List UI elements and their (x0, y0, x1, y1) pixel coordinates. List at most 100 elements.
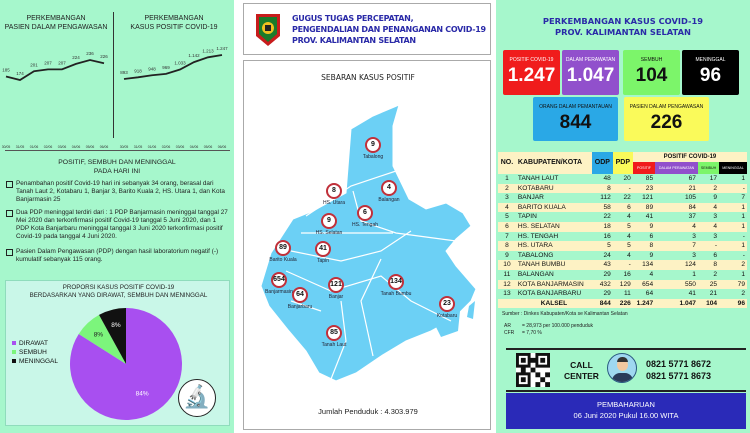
stat-card-orang-dalam-pemantauan: ORANG DALAM PEMANTAUAN 844 (533, 97, 618, 141)
total-positif: 1.247 (636, 299, 654, 307)
cell-positif: 89 (645, 203, 654, 211)
map-pin-barito-kuala[interactable]: 89 (275, 240, 291, 256)
cell-pdp: - (628, 261, 631, 269)
stat-card-sembuh: SEMBUH 104 (623, 50, 680, 95)
map-pin-hs-selatan[interactable]: 9 (321, 213, 337, 229)
data-label: 948 (148, 66, 156, 71)
pie-panel: PROPORSI KASUS POSITIF COVID-19 BERDASARK… (5, 280, 230, 426)
cell-kabupaten: KOTABARU (517, 184, 554, 192)
total-odp: 844 (599, 299, 611, 307)
x-tick-label: 30/05 (120, 145, 129, 149)
positif-chart-title: PERKEMBANGAN KASUS POSITIF COVID-19 (116, 14, 232, 32)
cell-odp: 24 (603, 251, 611, 259)
cell-no: 1 (505, 175, 509, 182)
cell-no: 10 (503, 261, 511, 269)
map-pin-banjarbaru[interactable]: 64 (292, 287, 308, 303)
cell-perawatan: 41 (688, 290, 696, 298)
phone-number[interactable]: 0821 5771 8672 (646, 359, 712, 369)
x-tick-label: 04/06 (72, 145, 81, 149)
table-row: 2 KOTABARU 8 - 23 21 2 - (498, 183, 747, 194)
col-perawatan: DALAM PERAWATAN (655, 162, 698, 174)
cell-sembuh: 6 (713, 251, 718, 259)
cell-meninggal: - (742, 251, 745, 259)
col-no: NO. (500, 159, 514, 167)
cell-positif: 64 (645, 290, 654, 298)
x-tick-label: 05/06 (86, 145, 95, 149)
cell-meninggal: 7 (741, 194, 745, 202)
cell-perawatan: 105 (684, 194, 696, 202)
map-pin-label: Tanah Laut (321, 342, 347, 348)
map-pin-tapin[interactable]: 41 (315, 241, 331, 257)
map-pin-balangan[interactable]: 4 (381, 180, 397, 196)
map-pin-banjarmasin[interactable]: 654 (271, 272, 287, 288)
map-pin-tabalong[interactable]: 9 (365, 137, 381, 153)
cell-sembuh: 4 (713, 203, 718, 211)
pie-slice-meninggal (99, 308, 126, 364)
cell-pdp: 16 (623, 270, 631, 278)
cell-meninggal: 1 (741, 203, 745, 211)
qr-code-icon[interactable] (516, 353, 550, 387)
col-meninggal: MENINGGAL (719, 162, 747, 174)
x-tick-label: 04/06 (190, 145, 199, 149)
stat-value: 226 (650, 112, 683, 133)
cell-meninggal: 2 (741, 261, 745, 269)
cell-no: 11 (503, 270, 511, 278)
legend-label: DIRAWAT (19, 340, 49, 347)
cell-odp: 432 (599, 280, 611, 288)
pie-label: 8% (94, 332, 104, 339)
map-pin-tanah-laut[interactable]: 85 (326, 325, 342, 341)
cell-perawatan: 7 (692, 242, 696, 250)
stat-label: ORANG DALAM PEMANTAUAN (539, 104, 612, 110)
total-perawatan: 1.047 (679, 299, 696, 307)
table-row: 1 TANAH LAUT 48 20 85 67 17 1 (498, 174, 747, 184)
stats-title: PERKEMBANGAN KASUS COVID-19 PROV. KALIMAN… (496, 16, 750, 38)
title-line: PADA HARI INI (93, 168, 141, 175)
map-pin-label: HS. Utara (323, 200, 345, 206)
phone-number[interactable]: 0821 5771 8673 (646, 371, 712, 381)
table-row: 4 BARITO KUALA 58 6 89 84 4 1 (498, 202, 747, 213)
divider (506, 348, 746, 350)
map-pin-tanah-bumbu[interactable]: 134 (388, 274, 404, 290)
cell-positif: 121 (642, 194, 654, 202)
map-pin-hs-utara[interactable]: 8 (326, 183, 342, 199)
cell-no: 3 (505, 194, 509, 202)
table-row: 10 TANAH BUMBU 43 - 134 124 8 2 (498, 260, 747, 270)
bullet-item: Pasien Dalam Pengawasan (PDP) dengan has… (5, 248, 230, 264)
pie-legend: DIRAWAT SEMBUH MENINGGAL (12, 339, 58, 366)
cell-no: 4 (505, 203, 509, 211)
label-line: CALL (570, 360, 593, 370)
data-label: 224 (72, 55, 80, 60)
stat-value: 1.247 (507, 65, 556, 86)
cell-sembuh: 2 (713, 270, 718, 278)
pie-title: PROPORSI KASUS POSITIF COVID-19 BERDASARK… (6, 284, 231, 300)
cell-perawatan: 3 (692, 232, 696, 240)
table-row: 7 HS. TENGAH 16 4 6 3 3 - (498, 231, 747, 242)
total-meninggal: 96 (737, 299, 745, 307)
chart-divider (113, 12, 114, 138)
pie-slice-sembuh (78, 314, 126, 364)
x-tick-label: 31/05 (134, 145, 143, 149)
cell-meninggal: - (742, 184, 745, 192)
map-pin-hs-tengah[interactable]: 6 (357, 205, 373, 221)
map-pin-banjar[interactable]: 121 (328, 277, 344, 293)
cell-kabupaten: TANAH LAUT (517, 175, 559, 182)
map-pin-label: Balangan (378, 197, 400, 203)
cell-kabupaten: BANJAR (517, 194, 544, 202)
stat-label: POSITIF COVID-19 (509, 57, 554, 63)
stat-value: 104 (635, 65, 668, 86)
cell-odp: 29 (603, 290, 611, 298)
legend-swatch (12, 341, 16, 345)
title-line: PROV. KALIMANTAN SELATAN (292, 36, 416, 45)
cell-odp: 43 (603, 261, 611, 269)
data-label: 207 (44, 60, 52, 65)
map-pin-label: HS. Selatan (315, 230, 343, 236)
stat-card-pasien-dalam-pengawasan: PASIEN DALAM PENGAWASAN 226 (624, 97, 709, 141)
data-label: 226 (100, 54, 108, 59)
cell-sembuh: 8 (713, 261, 718, 269)
cell-kabupaten: BARITO KUALA (517, 203, 566, 211)
title-line: PENGENDALIAN DAN PENANGANAN COVID-19 (292, 25, 486, 34)
map-pin-kotabaru[interactable]: 23 (439, 296, 455, 312)
cell-no: 2 (505, 184, 509, 192)
province-map (260, 104, 477, 382)
cell-odp: 29 (603, 270, 611, 278)
